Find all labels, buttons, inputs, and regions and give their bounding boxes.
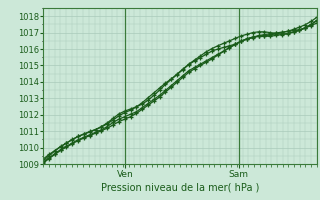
X-axis label: Pression niveau de la mer( hPa ): Pression niveau de la mer( hPa )	[101, 183, 259, 193]
